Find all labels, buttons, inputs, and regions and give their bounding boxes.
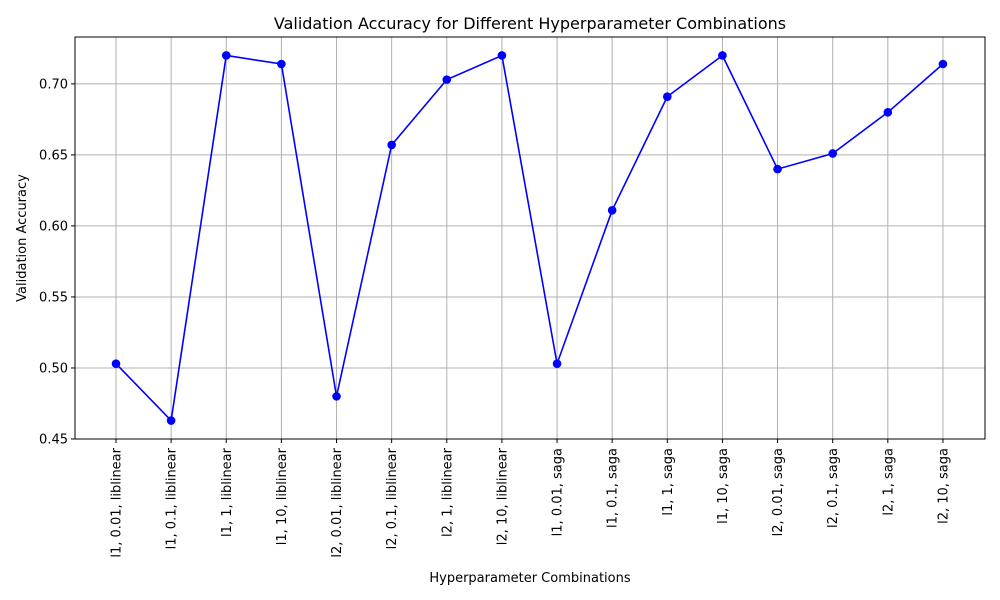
grid-lines bbox=[75, 37, 985, 440]
x-tick-label: l1, 0.1, liblinear bbox=[165, 447, 180, 549]
x-tick-label: l1, 10, saga bbox=[716, 448, 731, 524]
data-point bbox=[111, 359, 121, 369]
y-tick-label: 0.55 bbox=[39, 290, 68, 305]
data-point bbox=[663, 92, 672, 101]
x-tick-label: l2, 1, liblinear bbox=[440, 447, 455, 537]
x-tick-label: l2, 0.1, saga bbox=[826, 448, 841, 528]
y-tick-label: 0.65 bbox=[39, 148, 68, 163]
series-line bbox=[115, 54, 944, 423]
x-axis-label: Hyperparameter Combinations bbox=[429, 571, 630, 586]
data-point bbox=[332, 392, 341, 401]
x-tick-label: l2, 10, liblinear bbox=[495, 447, 510, 545]
y-tick-label: 0.60 bbox=[39, 219, 68, 234]
x-tick-label: l1, 1, liblinear bbox=[220, 447, 235, 537]
x-tick-label: l2, 0.01, liblinear bbox=[330, 447, 345, 557]
data-point bbox=[883, 107, 893, 117]
data-point bbox=[221, 51, 231, 60]
y-tick-label: 0.45 bbox=[39, 433, 68, 448]
series-accuracy bbox=[111, 51, 948, 425]
data-point bbox=[277, 59, 286, 69]
data-point bbox=[442, 75, 452, 84]
y-axis-label: Validation Accuracy bbox=[15, 174, 30, 302]
chart-title: Validation Accuracy for Different Hyperp… bbox=[274, 14, 786, 33]
x-tick-label: l2, 10, saga bbox=[936, 448, 951, 524]
y-tick-label: 0.50 bbox=[39, 361, 68, 376]
x-tick-label: l2, 1, saga bbox=[881, 448, 896, 516]
data-point bbox=[166, 416, 176, 425]
data-point bbox=[718, 51, 727, 60]
data-point bbox=[828, 149, 837, 158]
x-axis-ticks: l1, 0.01, liblinear l1, 0.1, liblinear l1,… bbox=[110, 439, 951, 558]
plot-frame bbox=[74, 36, 986, 440]
y-axis-ticks: 0.45 0.50 0.55 0.60 0.65 0.70 bbox=[39, 77, 75, 448]
x-tick-label: l2, 0.01, saga bbox=[771, 448, 786, 536]
y-tick-label: 0.70 bbox=[39, 77, 68, 92]
x-tick-label: l1, 10, liblinear bbox=[275, 447, 290, 545]
data-point bbox=[773, 164, 782, 174]
data-point bbox=[497, 51, 507, 60]
x-tick-label: l1, 0.1, saga bbox=[606, 448, 621, 528]
x-tick-label: l1, 1, saga bbox=[661, 448, 676, 516]
x-tick-label: l1, 0.01, liblinear bbox=[110, 447, 125, 557]
data-point bbox=[607, 206, 617, 215]
data-point bbox=[938, 59, 948, 69]
data-point bbox=[552, 359, 562, 369]
data-point bbox=[387, 140, 396, 150]
x-tick-label: l2, 0.1, liblinear bbox=[385, 447, 400, 549]
x-tick-label: l1, 0.01, saga bbox=[551, 448, 566, 536]
